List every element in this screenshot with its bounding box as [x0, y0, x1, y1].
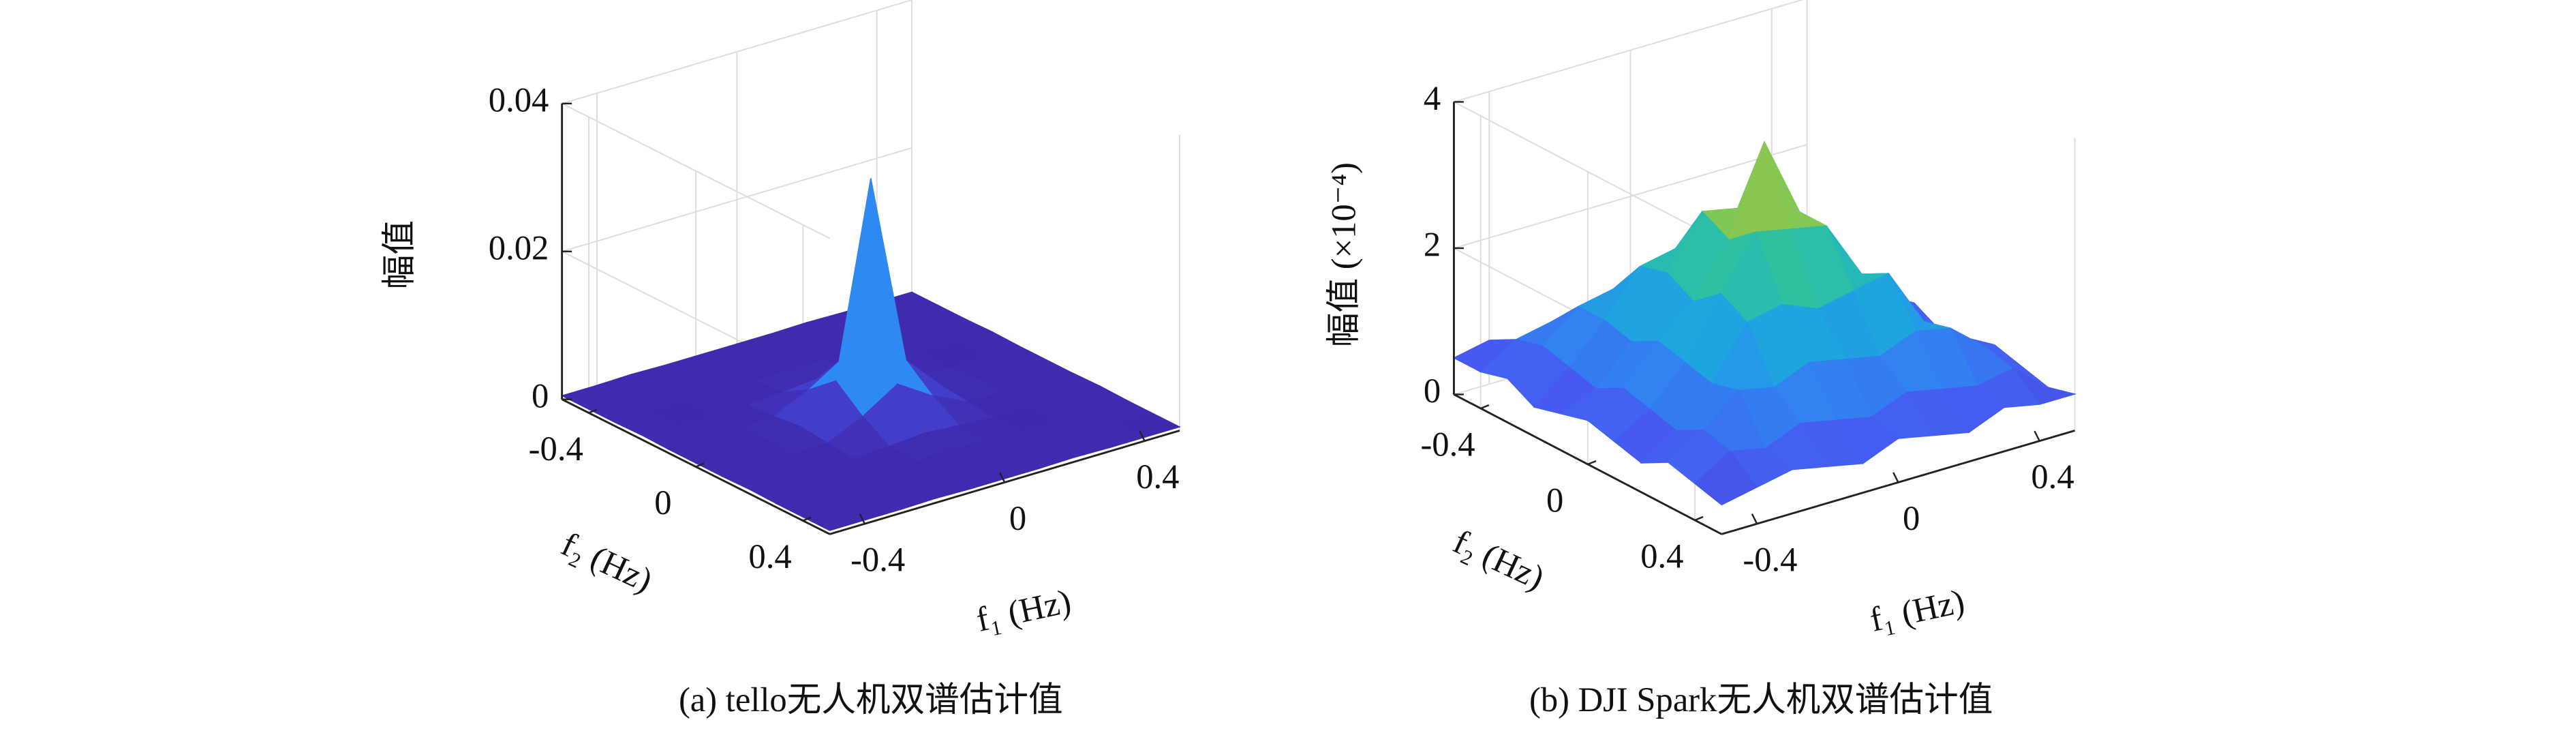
y-tick	[588, 408, 598, 414]
y-tick-label: 0.4	[748, 537, 791, 575]
z-axis-title: 幅值 (×10⁻⁴)	[1324, 162, 1362, 347]
z-tick-label: 2	[1424, 226, 1441, 264]
x-tick	[2034, 430, 2040, 442]
x-axis-title: f₁ (Hz)	[973, 582, 1074, 639]
z-tick-label: 0.04	[489, 80, 549, 119]
z-tick-label: 0	[532, 376, 549, 415]
x-tick-label: 0	[1009, 499, 1026, 537]
caption: (b) DJI Spark无人机双谱估计值	[1529, 680, 1993, 719]
x-tick	[1751, 513, 1758, 524]
y-tick-label: -0.4	[1420, 425, 1475, 463]
x-tick-label: -0.4	[850, 541, 905, 579]
y-tick-label: 0.4	[1640, 537, 1683, 575]
x-tick-label: -0.4	[1743, 541, 1797, 579]
x-tick	[859, 513, 865, 524]
y-tick-label: -0.4	[529, 430, 583, 468]
z-tick-label: 4	[1424, 79, 1441, 117]
z-tick-label: 0.02	[489, 228, 549, 267]
z-tick-label: 0	[1424, 372, 1441, 410]
y-tick	[1587, 460, 1597, 466]
x-tick	[1139, 430, 1146, 442]
surface-patch	[801, 505, 866, 531]
y-tick	[1480, 404, 1490, 410]
x-tick-label: 0.4	[2031, 458, 2074, 496]
x-tick-label: 0	[1903, 499, 1920, 537]
surface-chart: 0 2 4 -0.4 0 0.4 -0.4 0 0.4 f₁ (Hz) f₂ (Hz) 幅值 (×10…	[1324, 0, 2077, 719]
y-tick	[695, 462, 705, 468]
z-axis-title: 幅值	[380, 220, 418, 289]
y-tick	[1694, 515, 1704, 521]
y-axis-title: f₂ (Hz)	[1447, 522, 1550, 597]
y-axis-title: f₂ (Hz)	[556, 524, 658, 599]
y-tick-label: 0	[654, 483, 671, 522]
x-axis-title: f₁ (Hz)	[1867, 582, 1967, 639]
x-tick-label: 0.4	[1136, 458, 1179, 496]
x-tick	[998, 472, 1006, 483]
x-tick	[1892, 472, 1899, 483]
surface-chart: 0 0.02 0.04 -0.4 0 0.4 -0.4 0 0.4 f₁ (Hz) f₂ (Hz) 幅…	[380, 0, 1181, 719]
y-tick	[802, 516, 812, 522]
surface-patch	[1693, 450, 1758, 506]
caption: (a) tello无人机双谱估计值	[679, 680, 1063, 719]
y-tick-label: 0	[1546, 481, 1563, 519]
